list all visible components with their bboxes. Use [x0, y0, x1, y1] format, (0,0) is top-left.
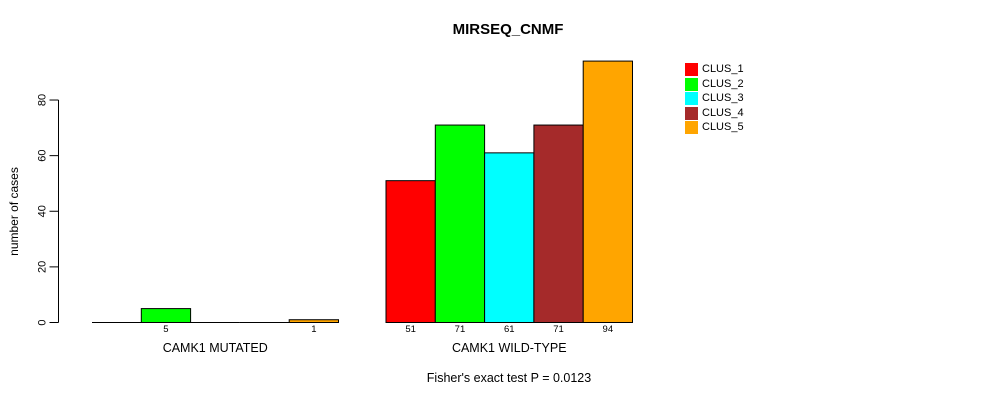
bar-clus-1-camk1-wild-type: [385, 180, 436, 323]
legend-label-clus-5: CLUS_5: [702, 121, 744, 134]
legend: CLUS_1 CLUS_2 CLUS_3 CLUS_4 CLUS_5: [685, 63, 744, 136]
legend-label-clus-3: CLUS_3: [702, 92, 744, 105]
group-label-camk1-wild-type: CAMK1 WILD-TYPE: [452, 341, 567, 355]
bar-value-label: 71: [455, 324, 466, 335]
legend-swatch-clus-4: [685, 106, 698, 120]
group-label-camk1-mutated: CAMK1 MUTATED: [163, 341, 268, 355]
bar-value-label: 61: [504, 324, 515, 335]
legend-label-clus-1: CLUS_1: [702, 63, 744, 75]
bar-value-label: 51: [405, 324, 416, 335]
legend-item-clus-5: CLUS_5: [685, 121, 744, 135]
y-axis-title: number of cases: [7, 167, 21, 256]
y-tick-label: 40: [37, 205, 49, 217]
bar-value-label: 5: [163, 324, 168, 335]
legend-item-clus-3: CLUS_3: [685, 92, 744, 106]
legend-swatch-clus-2: [685, 77, 698, 91]
bar-value-label: 1: [311, 324, 316, 335]
fisher-test-annotation: Fisher's exact test P = 0.0123: [426, 371, 592, 385]
legend-item-clus-1: CLUS_1: [685, 63, 744, 76]
legend-swatch-clus-3: [685, 92, 698, 106]
bar-clus-5-camk1-mutated: [288, 319, 340, 323]
legend-label-clus-4: CLUS_4: [702, 106, 744, 119]
y-tick-label: 0: [37, 319, 49, 325]
y-tick-label: 60: [37, 150, 49, 162]
chart-title: MIRSEQ_CNMF: [452, 21, 564, 38]
legend-label-clus-2: CLUS_2: [702, 77, 744, 90]
bar-clus-3-camk1-wild-type: [484, 152, 535, 323]
bar-clus-2-camk1-wild-type: [434, 124, 486, 324]
legend-item-clus-4: CLUS_4: [685, 106, 744, 120]
bar-clus-5-camk1-wild-type: [582, 60, 634, 323]
bar-value-label: 71: [553, 324, 564, 335]
bar-clus-4-camk1-wild-type: [533, 124, 584, 324]
legend-swatch-clus-5: [685, 121, 698, 135]
y-tick-label: 20: [37, 261, 49, 273]
bar-clus-2-camk1-mutated: [140, 308, 192, 324]
bar-value-label: 94: [603, 324, 614, 335]
legend-item-clus-2: CLUS_2: [685, 77, 744, 91]
y-tick-label: 80: [37, 94, 49, 106]
legend-swatch-clus-1: [685, 63, 698, 76]
